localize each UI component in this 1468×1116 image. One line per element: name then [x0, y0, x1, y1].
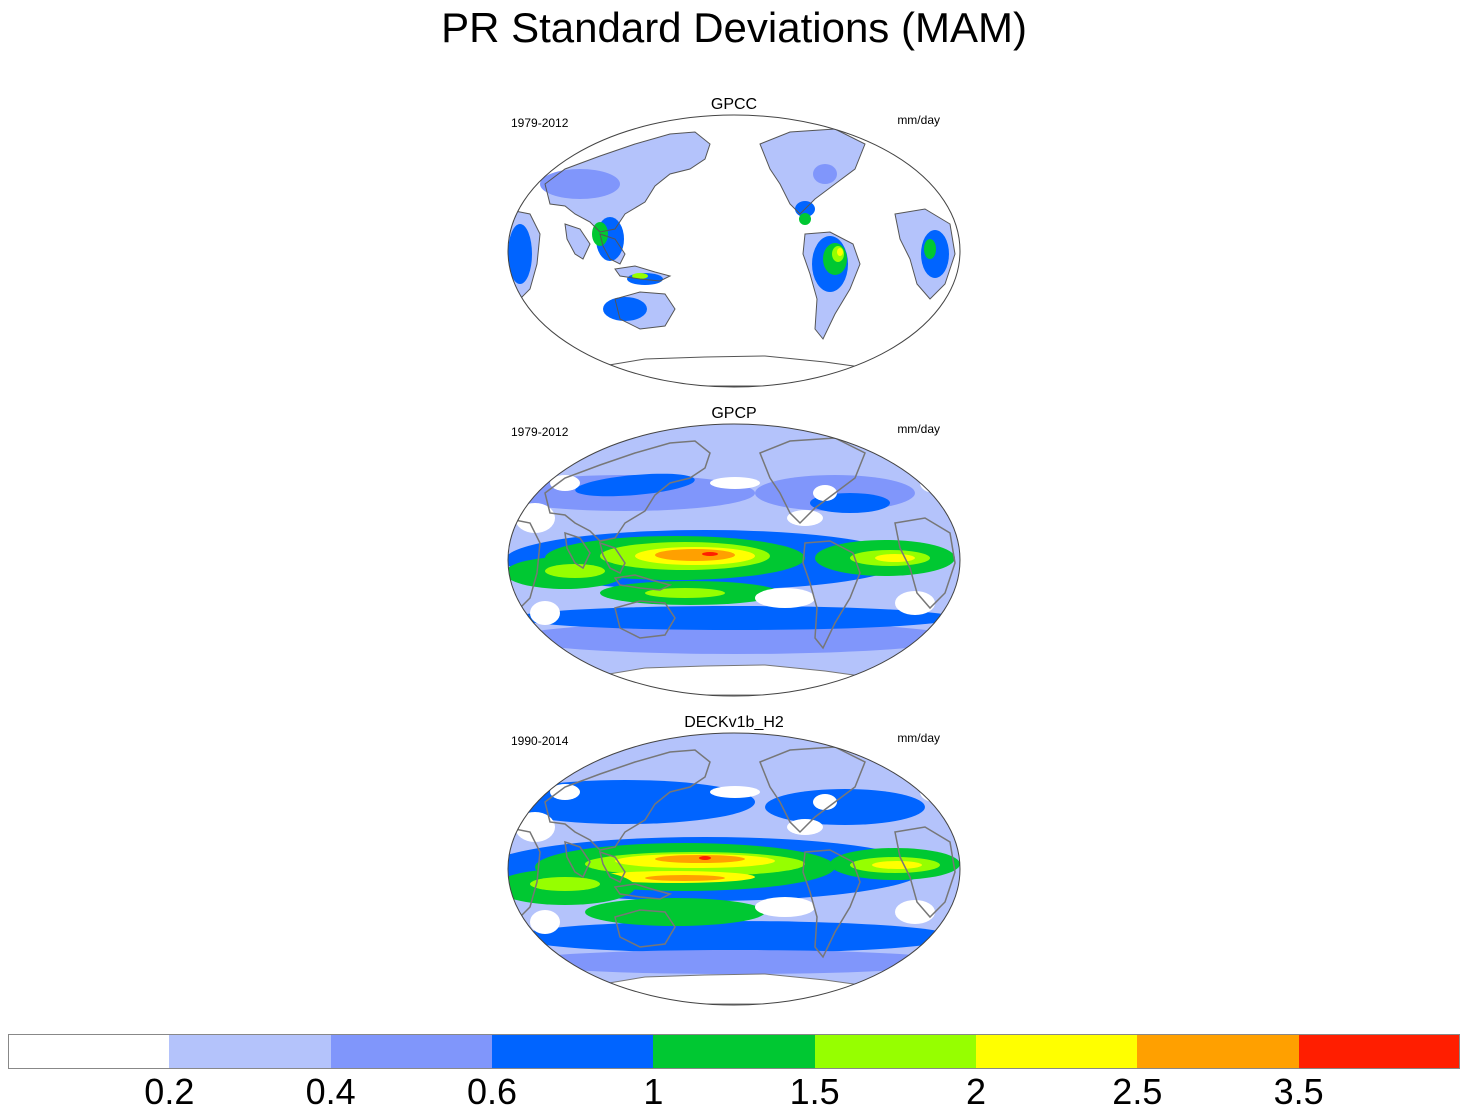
colorbar-tick-label: 3.5 [1273, 1071, 1324, 1112]
map-panel-gpcc: GPCC 1979-2012 mm/day [505, 96, 963, 396]
colorbar-tick-label: 0.6 [466, 1071, 518, 1112]
panel-period: 1990-2014 [511, 734, 569, 748]
colorbar-swatch [653, 1034, 816, 1069]
map-panel-gpcp: GPCP 1979-2012 mm/day [505, 405, 963, 705]
colorbar-swatch [1298, 1034, 1461, 1069]
colorbar [8, 1034, 1461, 1069]
colorbar-tick-label: 1 [643, 1071, 664, 1112]
panel-period: 1979-2012 [511, 116, 569, 130]
colorbar-frame [8, 1034, 1460, 1069]
map-plot [507, 732, 961, 1006]
panel-title: DECKv1b_H2 [684, 714, 784, 731]
page-title: PR Standard Deviations (MAM) [441, 4, 1027, 51]
colorbar-swatch [8, 1034, 170, 1069]
colorbar-tick-label: 0.4 [305, 1071, 356, 1112]
colorbar-tick-label: 2 [965, 1071, 987, 1112]
colorbar-tick-label: 1.5 [789, 1071, 840, 1112]
map-panel-deckv1b: DECKv1b_H2 1990-2014 mm/day [505, 714, 963, 1014]
panel-units: mm/day [897, 113, 940, 127]
panel-units: mm/day [897, 731, 940, 745]
panel-units: mm/day [897, 422, 940, 436]
colorbar-tick-label: 0.2 [144, 1071, 195, 1112]
panel-title: GPCP [711, 405, 757, 422]
map-plot [507, 423, 961, 697]
colorbar-tick-label: 2.5 [1112, 1071, 1163, 1112]
map-plot [507, 114, 961, 388]
panel-period: 1979-2012 [511, 425, 569, 439]
panel-title: GPCC [710, 96, 758, 113]
